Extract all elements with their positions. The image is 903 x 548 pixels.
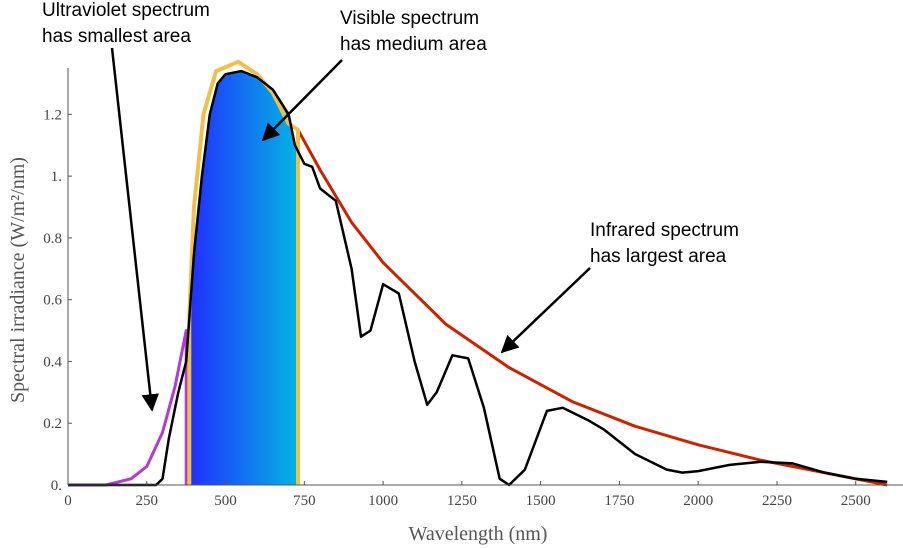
y-tick-label: 0.2 [43, 416, 62, 432]
x-axis-label: Wavelength (nm) [409, 523, 548, 545]
plot-area [68, 59, 888, 487]
arrow [261, 59, 343, 142]
x-tick-label: 250 [136, 493, 159, 509]
x-tick-label: 500 [214, 493, 237, 509]
x-tick-label: 1250 [447, 493, 477, 509]
x-tick-label: 1750 [604, 493, 634, 509]
x-tick-label: 0 [64, 493, 72, 509]
arrow [110, 47, 159, 412]
series-line [296, 129, 888, 487]
x-tick-label: 2000 [683, 493, 713, 509]
annotation: Visible spectrum [340, 8, 479, 29]
annotation: has smallest area [42, 26, 191, 47]
annotation: has medium area [340, 34, 487, 55]
annotation: Infrared spectrum [590, 220, 739, 241]
y-tick-label: 1.2 [43, 107, 62, 123]
visible-area [189, 71, 299, 485]
x-tick-label: 2500 [841, 493, 871, 509]
series-line [68, 329, 188, 487]
y-tick-label: 0.6 [43, 293, 62, 309]
x-tick-label: 1000 [368, 493, 398, 509]
x-tick-label: 1500 [526, 493, 556, 509]
series-line [68, 69, 888, 487]
x-tick-label: 750 [293, 493, 316, 509]
y-tick-label: 0.4 [43, 354, 62, 370]
annotation: Ultraviolet spectrum [42, 0, 210, 21]
y-tick-label: 0. [51, 478, 62, 494]
y-tick-label: 1. [51, 169, 62, 185]
arrow [500, 267, 591, 354]
annotation: has largest area [590, 246, 727, 267]
y-tick-label: 0.8 [43, 231, 62, 247]
y-axis-label: Spectral irradiance (W/m²/nm) [7, 157, 29, 403]
x-tick-label: 2250 [762, 493, 792, 509]
